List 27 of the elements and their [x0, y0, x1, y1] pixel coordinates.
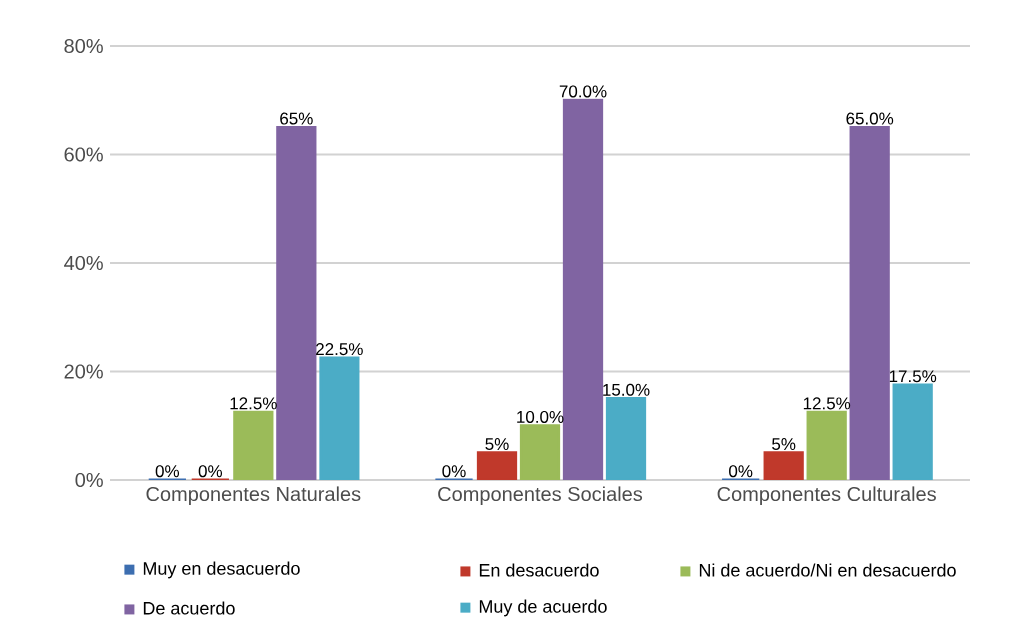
- legend-label: Ni de acuerdo/Ni en desacuerdo: [699, 563, 956, 577]
- y-tick-label: 80%: [64, 38, 103, 54]
- data-label: 5%: [485, 438, 509, 451]
- data-label: 12.5%: [803, 397, 851, 410]
- data-label: 17.5%: [889, 370, 937, 383]
- x-tick-label: Componentes Sociales: [438, 486, 643, 506]
- y-tick-label: 60%: [64, 147, 103, 162]
- data-label: 0%: [198, 465, 223, 478]
- legend-label: En desacuerdo: [479, 563, 599, 577]
- y-tick-label: 0%: [75, 472, 103, 488]
- data-label: 65.0%: [846, 112, 894, 125]
- x-tick-label: Componentes Culturales: [717, 486, 936, 506]
- data-label: 0%: [442, 465, 466, 478]
- data-label: 70.0%: [559, 85, 607, 98]
- data-label: 22.5%: [316, 343, 363, 356]
- data-label: 0%: [729, 465, 753, 478]
- data-label: 0%: [155, 465, 180, 478]
- data-label: 15.0%: [603, 383, 650, 396]
- data-label: 12.5%: [230, 397, 277, 410]
- y-tick-label: 20%: [64, 364, 103, 379]
- x-tick-label: Componentes Naturales: [146, 486, 361, 506]
- data-label: 65%: [280, 112, 313, 125]
- data-label: 5%: [772, 438, 796, 451]
- legend-label: De acuerdo: [143, 601, 235, 615]
- legend-label: Muy de acuerdo: [479, 599, 607, 617]
- y-tick-label: 40%: [64, 255, 103, 271]
- legend-label: Muy en desacuerdo: [143, 561, 300, 579]
